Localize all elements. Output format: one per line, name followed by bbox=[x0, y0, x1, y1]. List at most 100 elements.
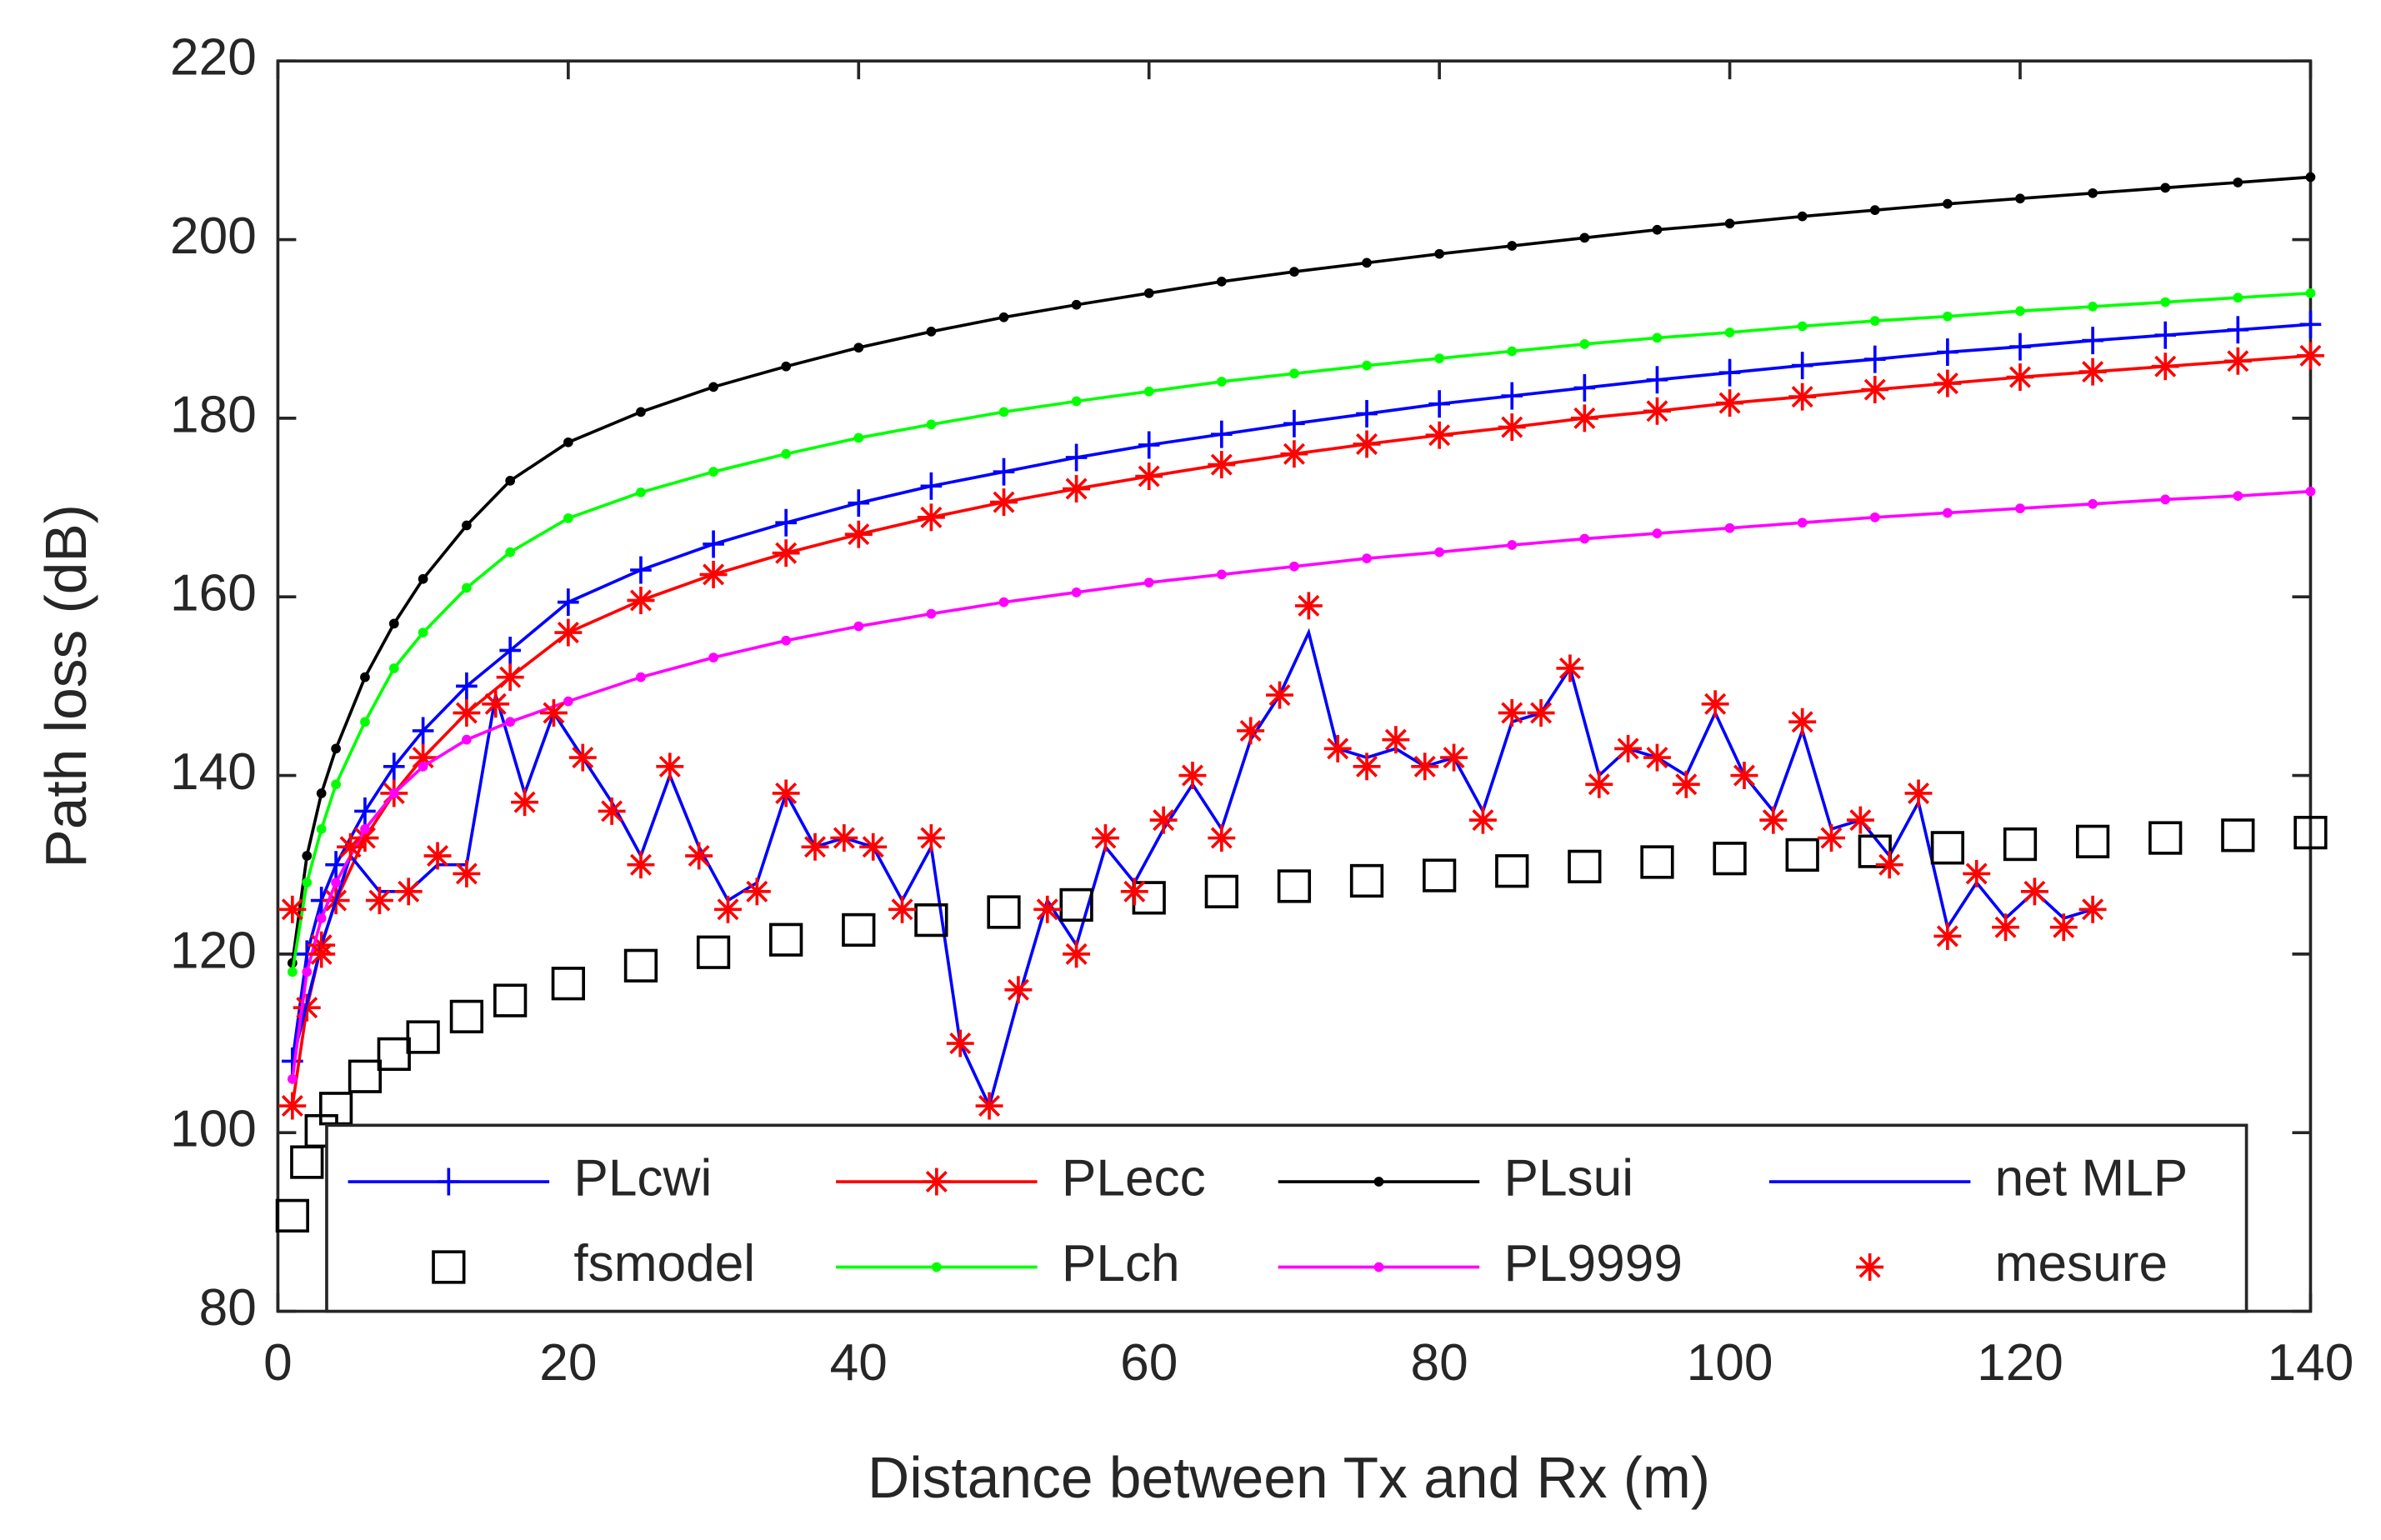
marker-stroke bbox=[1153, 809, 1175, 832]
marker-dot bbox=[781, 448, 792, 459]
marker bbox=[990, 488, 1018, 517]
marker bbox=[388, 618, 399, 629]
marker-dot bbox=[636, 487, 646, 498]
marker-dot bbox=[316, 788, 327, 798]
legend-label: PLch bbox=[1062, 1235, 1180, 1292]
marker-dot bbox=[2015, 306, 2025, 317]
marker bbox=[1556, 654, 1584, 682]
x-tick-label: 120 bbox=[1977, 1334, 2063, 1392]
marker-square bbox=[449, 999, 484, 1034]
marker-dot bbox=[926, 327, 937, 337]
marker bbox=[1323, 734, 1352, 762]
marker bbox=[1652, 332, 1663, 343]
marker-stroke bbox=[1718, 392, 1741, 414]
marker bbox=[482, 690, 510, 718]
marker bbox=[1277, 869, 1312, 903]
marker bbox=[325, 851, 347, 879]
marker-dot bbox=[360, 717, 370, 728]
marker-stroke bbox=[1878, 853, 1901, 876]
marker-stroke bbox=[1123, 880, 1146, 902]
marker-dot bbox=[636, 672, 646, 682]
marker bbox=[499, 637, 521, 664]
marker-square bbox=[842, 912, 876, 948]
marker bbox=[511, 788, 539, 817]
marker bbox=[406, 1020, 440, 1054]
marker-dot bbox=[998, 407, 1009, 418]
marker-stroke bbox=[1384, 728, 1407, 751]
marker-stroke bbox=[848, 523, 870, 546]
marker-stroke bbox=[833, 827, 855, 849]
marker bbox=[388, 788, 399, 798]
marker-square bbox=[275, 1198, 309, 1233]
marker-dot bbox=[1507, 241, 1518, 251]
marker-dot bbox=[1507, 540, 1518, 550]
marker-stroke bbox=[601, 800, 623, 822]
marker-stroke bbox=[1065, 942, 1088, 965]
marker-dot bbox=[2088, 498, 2098, 509]
marker-dot bbox=[1943, 508, 1953, 518]
marker-stroke bbox=[2023, 880, 2046, 902]
marker bbox=[493, 983, 528, 1018]
marker bbox=[331, 878, 341, 888]
marker bbox=[1434, 547, 1444, 558]
marker-stroke bbox=[1617, 738, 1639, 760]
marker-stroke bbox=[920, 506, 943, 528]
marker bbox=[708, 652, 718, 662]
marker-dot bbox=[1943, 198, 1953, 209]
marker-stroke bbox=[543, 702, 565, 724]
marker-dot bbox=[1507, 346, 1518, 357]
marker bbox=[1507, 346, 1518, 357]
marker-stroke bbox=[775, 542, 798, 564]
marker-stroke bbox=[513, 791, 536, 813]
marker-stroke bbox=[1472, 809, 1494, 832]
marker bbox=[1713, 842, 1747, 876]
marker bbox=[383, 752, 405, 781]
marker bbox=[1373, 1177, 1384, 1187]
marker-stroke bbox=[1530, 702, 1553, 724]
marker bbox=[302, 967, 313, 978]
y-tick-label: 100 bbox=[170, 1101, 257, 1158]
marker-square bbox=[348, 1059, 383, 1093]
marker-dot bbox=[1216, 377, 1227, 387]
marker-stroke bbox=[353, 827, 376, 849]
marker bbox=[1091, 824, 1119, 852]
marker-stroke bbox=[862, 836, 884, 858]
marker bbox=[1362, 258, 1372, 268]
marker bbox=[360, 672, 370, 682]
legend-label: PLecc bbox=[1062, 1149, 1206, 1207]
marker bbox=[462, 582, 472, 593]
marker-dot bbox=[1869, 316, 1880, 326]
marker-stroke bbox=[2082, 898, 2104, 921]
marker bbox=[1716, 389, 1744, 418]
marker-dot bbox=[926, 608, 937, 619]
marker bbox=[1724, 218, 1735, 229]
marker bbox=[998, 407, 1009, 418]
marker-dot bbox=[1797, 211, 1808, 222]
marker-dot bbox=[2233, 491, 2243, 501]
marker-dot bbox=[388, 788, 399, 798]
marker-dot bbox=[853, 342, 864, 353]
marker-dot bbox=[360, 672, 370, 682]
marker-dot bbox=[1579, 232, 1590, 243]
marker-stroke bbox=[281, 898, 303, 921]
marker bbox=[418, 628, 428, 638]
marker bbox=[316, 823, 327, 834]
marker bbox=[2082, 327, 2103, 355]
marker bbox=[2160, 494, 2171, 505]
marker bbox=[316, 788, 327, 798]
marker bbox=[2075, 824, 2110, 858]
marker bbox=[1640, 845, 1674, 879]
marker bbox=[1869, 205, 1880, 216]
marker bbox=[1266, 681, 1293, 709]
marker bbox=[1585, 770, 1613, 798]
marker bbox=[2299, 310, 2322, 338]
marker bbox=[360, 717, 370, 728]
marker bbox=[551, 967, 585, 1001]
marker bbox=[2305, 288, 2316, 298]
marker bbox=[1943, 311, 1953, 322]
marker bbox=[1208, 824, 1236, 852]
marker bbox=[1788, 382, 1817, 411]
marker-dot bbox=[931, 1262, 942, 1272]
marker bbox=[1289, 267, 1299, 277]
marker-square bbox=[2148, 821, 2183, 855]
